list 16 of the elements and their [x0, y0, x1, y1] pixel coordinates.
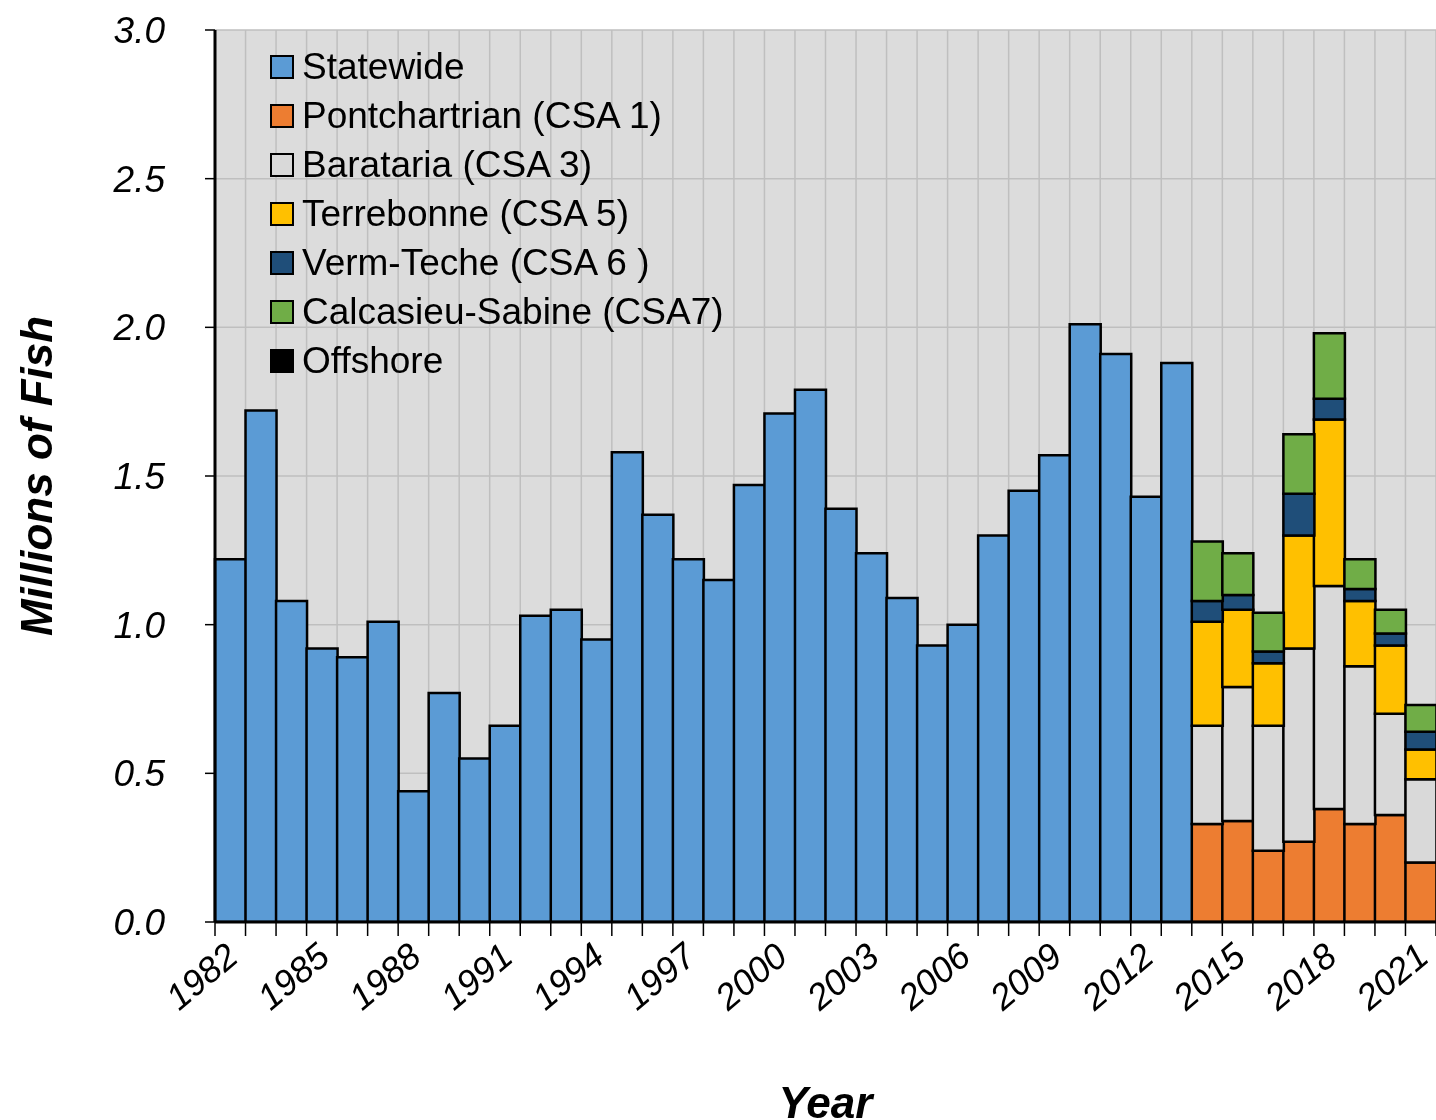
y-tick-label: 3.0 — [113, 10, 166, 52]
legend-label: Calcasieu-Sabine (CSA7) — [302, 290, 724, 333]
y-tick-label: 1.0 — [113, 604, 166, 646]
y-tick-label: 1.5 — [113, 456, 166, 498]
x-axis-title: Year — [778, 1078, 876, 1120]
legend-label: Verm-Teche (CSA 6 ) — [302, 241, 650, 284]
y-tick-label: 0.0 — [113, 902, 166, 944]
legend-label: Offshore — [302, 339, 444, 382]
legend-label: Pontchartrian (CSA 1) — [302, 94, 662, 137]
legend-label: Terrebonne (CSA 5) — [302, 192, 630, 235]
y-tick-label: 0.5 — [113, 753, 166, 795]
y-axis-title: Millions of Fish — [11, 315, 61, 637]
y-tick-label: 2.0 — [112, 307, 166, 349]
legend-label: Barataria (CSA 3) — [302, 143, 592, 186]
legend-label: Statewide — [302, 45, 465, 88]
y-tick-label: 2.5 — [112, 158, 166, 200]
